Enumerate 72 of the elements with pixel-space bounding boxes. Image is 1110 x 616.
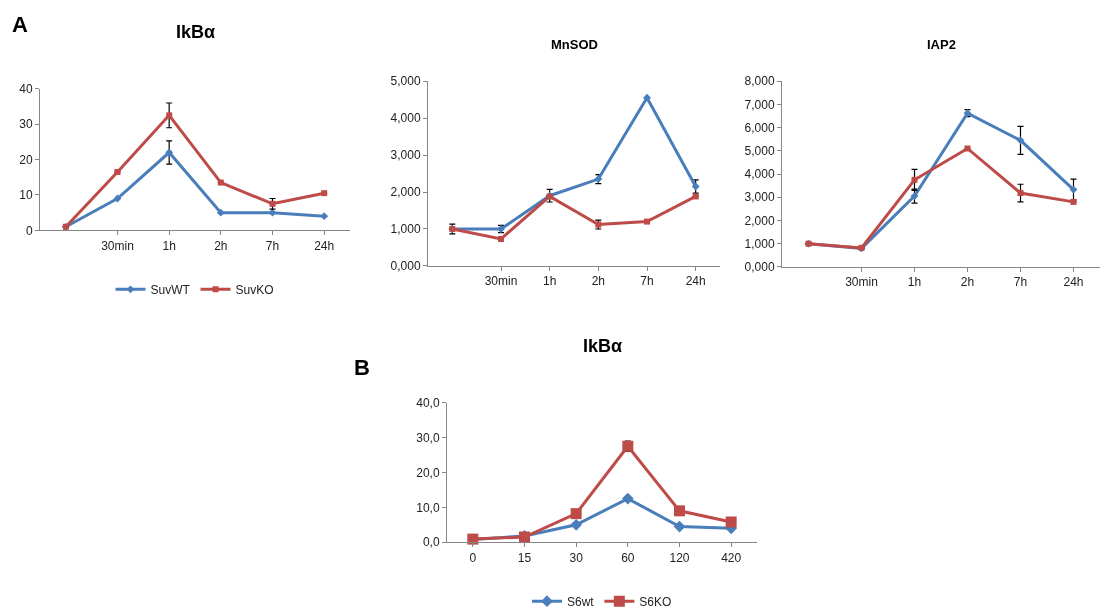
- point: [570, 518, 583, 531]
- y-tick-label: 2,000: [390, 185, 421, 200]
- y-tick-label: 3,000: [390, 148, 421, 163]
- x-tick-label: 1h: [162, 238, 176, 253]
- y-tick-label: 20: [19, 152, 33, 167]
- point: [166, 112, 173, 119]
- y-tick-label: 40: [19, 82, 33, 97]
- chart-title: IAP2: [927, 37, 956, 52]
- legend-label: S6wt: [567, 594, 595, 609]
- text: A: [12, 12, 28, 37]
- point: [910, 192, 919, 200]
- point: [643, 93, 651, 102]
- y-tick-label: 10,0: [416, 500, 440, 515]
- y-tick-label: 0,000: [744, 260, 775, 275]
- y-tick-label: 8,000: [744, 74, 775, 89]
- x-tick-label: 0: [469, 550, 477, 565]
- x-tick-label: 7h: [1013, 275, 1028, 290]
- y-tick-label: 7,000: [744, 97, 775, 112]
- point: [165, 148, 174, 157]
- y-tick-label: 3,000: [744, 190, 775, 205]
- x-tick-label: 7h: [640, 274, 654, 289]
- text: B: [354, 355, 370, 380]
- legend-label: S6KO: [639, 594, 672, 609]
- x-tick-label: 7h: [265, 238, 280, 253]
- y-tick-label: 0,0: [422, 535, 440, 550]
- y-tick-label: 2,000: [744, 213, 775, 228]
- point: [268, 208, 277, 217]
- legend-label: SuvWT: [150, 282, 191, 297]
- x-tick-label: 60: [621, 550, 635, 565]
- point: [674, 505, 685, 517]
- x-tick-label: 30: [569, 550, 584, 565]
- y-tick-label: 10: [19, 188, 33, 203]
- y-tick-label: 0: [25, 223, 33, 238]
- y-tick-label: 5,000: [390, 74, 421, 89]
- x-tick-label: 24h: [685, 274, 706, 289]
- point: [621, 492, 634, 505]
- y-tick-label: 6,000: [744, 120, 775, 135]
- y-tick-label: 0,000: [390, 259, 421, 274]
- y-tick-label: 30,0: [416, 430, 440, 445]
- point: [725, 516, 737, 528]
- x-tick-label: 1h: [542, 274, 557, 289]
- x-tick-label: 24h: [1063, 275, 1084, 290]
- chart-title: IkBα: [176, 22, 216, 42]
- x-tick-label: 30min: [484, 274, 518, 289]
- y-tick-label: 1,000: [390, 222, 421, 237]
- legend-label: SuvKO: [235, 282, 274, 297]
- chart-title: IkBα: [583, 336, 623, 356]
- point: [320, 212, 329, 221]
- point: [216, 208, 225, 217]
- y-tick-label: 30: [19, 117, 33, 132]
- y-tick-label: 1,000: [744, 236, 775, 251]
- x-tick-label: 2h: [591, 274, 606, 289]
- point: [1016, 136, 1025, 145]
- y-tick-label: 5,000: [744, 143, 775, 158]
- x-tick-label: 15: [517, 550, 532, 565]
- y-tick-label: 4,000: [390, 111, 421, 126]
- x-tick-label: 24h: [314, 238, 335, 253]
- point: [911, 176, 918, 183]
- x-tick-label: 30min: [101, 238, 134, 253]
- point: [1017, 190, 1024, 197]
- x-tick-label: 30min: [845, 275, 878, 290]
- x-tick-label: 2h: [214, 238, 228, 253]
- x-tick-label: 2h: [960, 275, 975, 290]
- chart-title: MnSOD: [551, 37, 598, 52]
- x-tick-label: 420: [721, 550, 742, 565]
- point: [570, 508, 582, 520]
- point: [673, 520, 686, 533]
- y-tick-label: 40,0: [416, 395, 440, 410]
- y-tick-label: 4,000: [744, 167, 775, 182]
- y-tick-label: 20,0: [416, 465, 440, 480]
- x-tick-label: 1h: [907, 275, 922, 290]
- x-tick-label: 120: [669, 550, 690, 565]
